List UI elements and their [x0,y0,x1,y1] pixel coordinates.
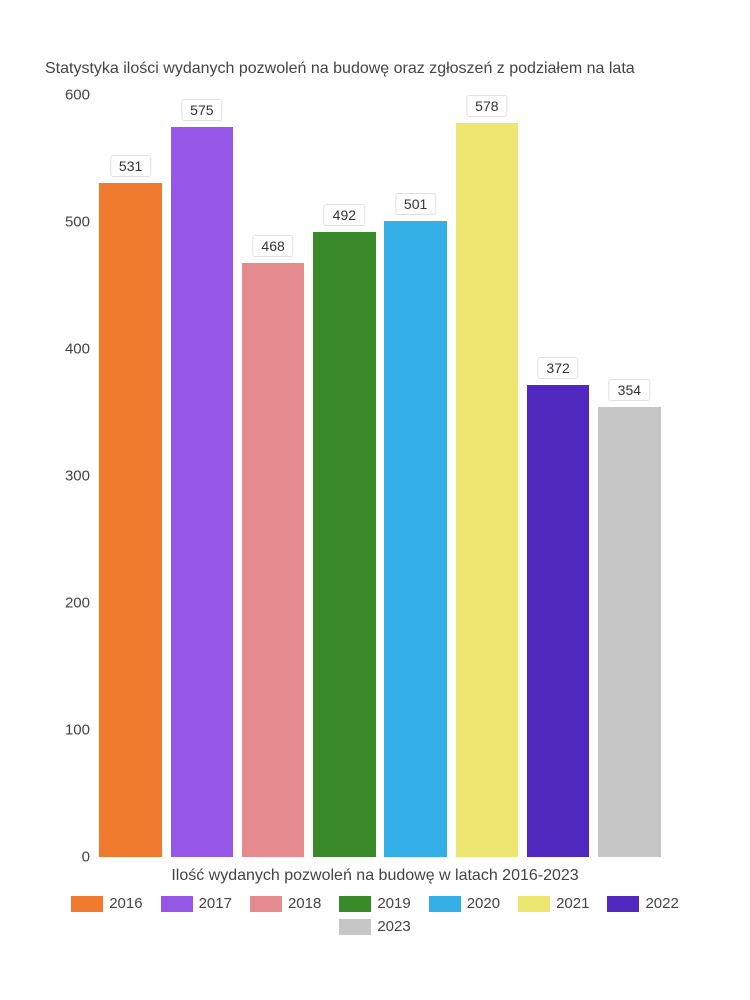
legend-swatch [161,896,193,912]
plot-area: 0 100 200 300 400 500 600 531 575 468 49… [95,95,665,857]
legend-label: 2021 [556,895,589,912]
y-tick: 0 [50,849,90,866]
legend: 2016 2017 2018 2019 2020 2021 2022 2023 [0,895,750,935]
legend-item-2020: 2020 [429,895,500,912]
legend-label: 2018 [288,895,321,912]
legend-item-2019: 2019 [339,895,410,912]
y-tick: 500 [50,214,90,231]
legend-swatch [339,896,371,912]
bar-2023: 354 [598,407,661,857]
legend-label: 2016 [109,895,142,912]
bar-value-label: 492 [324,204,365,226]
bar-value-label: 468 [252,235,293,257]
legend-item-2016: 2016 [71,895,142,912]
bar-2016: 531 [99,183,162,857]
x-axis-label: Ilość wydanych pozwoleń na budowę w lata… [0,867,750,885]
bar-value-label: 531 [110,155,151,177]
legend-label: 2020 [467,895,500,912]
legend-label: 2022 [645,895,678,912]
legend-swatch [250,896,282,912]
bar-2022: 372 [527,385,590,857]
legend-item-2021: 2021 [518,895,589,912]
legend-item-2023: 2023 [339,918,410,935]
legend-swatch [339,919,371,935]
legend-label: 2019 [377,895,410,912]
legend-swatch [607,896,639,912]
bar-2020: 501 [384,221,447,857]
legend-swatch [518,896,550,912]
y-tick: 600 [50,87,90,104]
bar-2018: 468 [242,263,305,857]
bar-value-label: 372 [537,357,578,379]
legend-swatch [71,896,103,912]
legend-item-2022: 2022 [607,895,678,912]
y-tick: 400 [50,341,90,358]
legend-label: 2023 [377,918,410,935]
legend-item-2017: 2017 [161,895,232,912]
bar-value-label: 354 [609,379,650,401]
bar-value-label: 501 [395,193,436,215]
legend-label: 2017 [199,895,232,912]
bar-2021: 578 [456,123,519,857]
y-tick: 100 [50,722,90,739]
bar-value-label: 578 [466,95,507,117]
bar-2019: 492 [313,232,376,857]
y-tick: 300 [50,468,90,485]
bar-value-label: 575 [181,99,222,121]
legend-swatch [429,896,461,912]
y-tick: 200 [50,595,90,612]
legend-item-2018: 2018 [250,895,321,912]
chart-title: Statystyka ilości wydanych pozwoleń na b… [45,60,635,78]
bar-2017: 575 [171,127,234,857]
